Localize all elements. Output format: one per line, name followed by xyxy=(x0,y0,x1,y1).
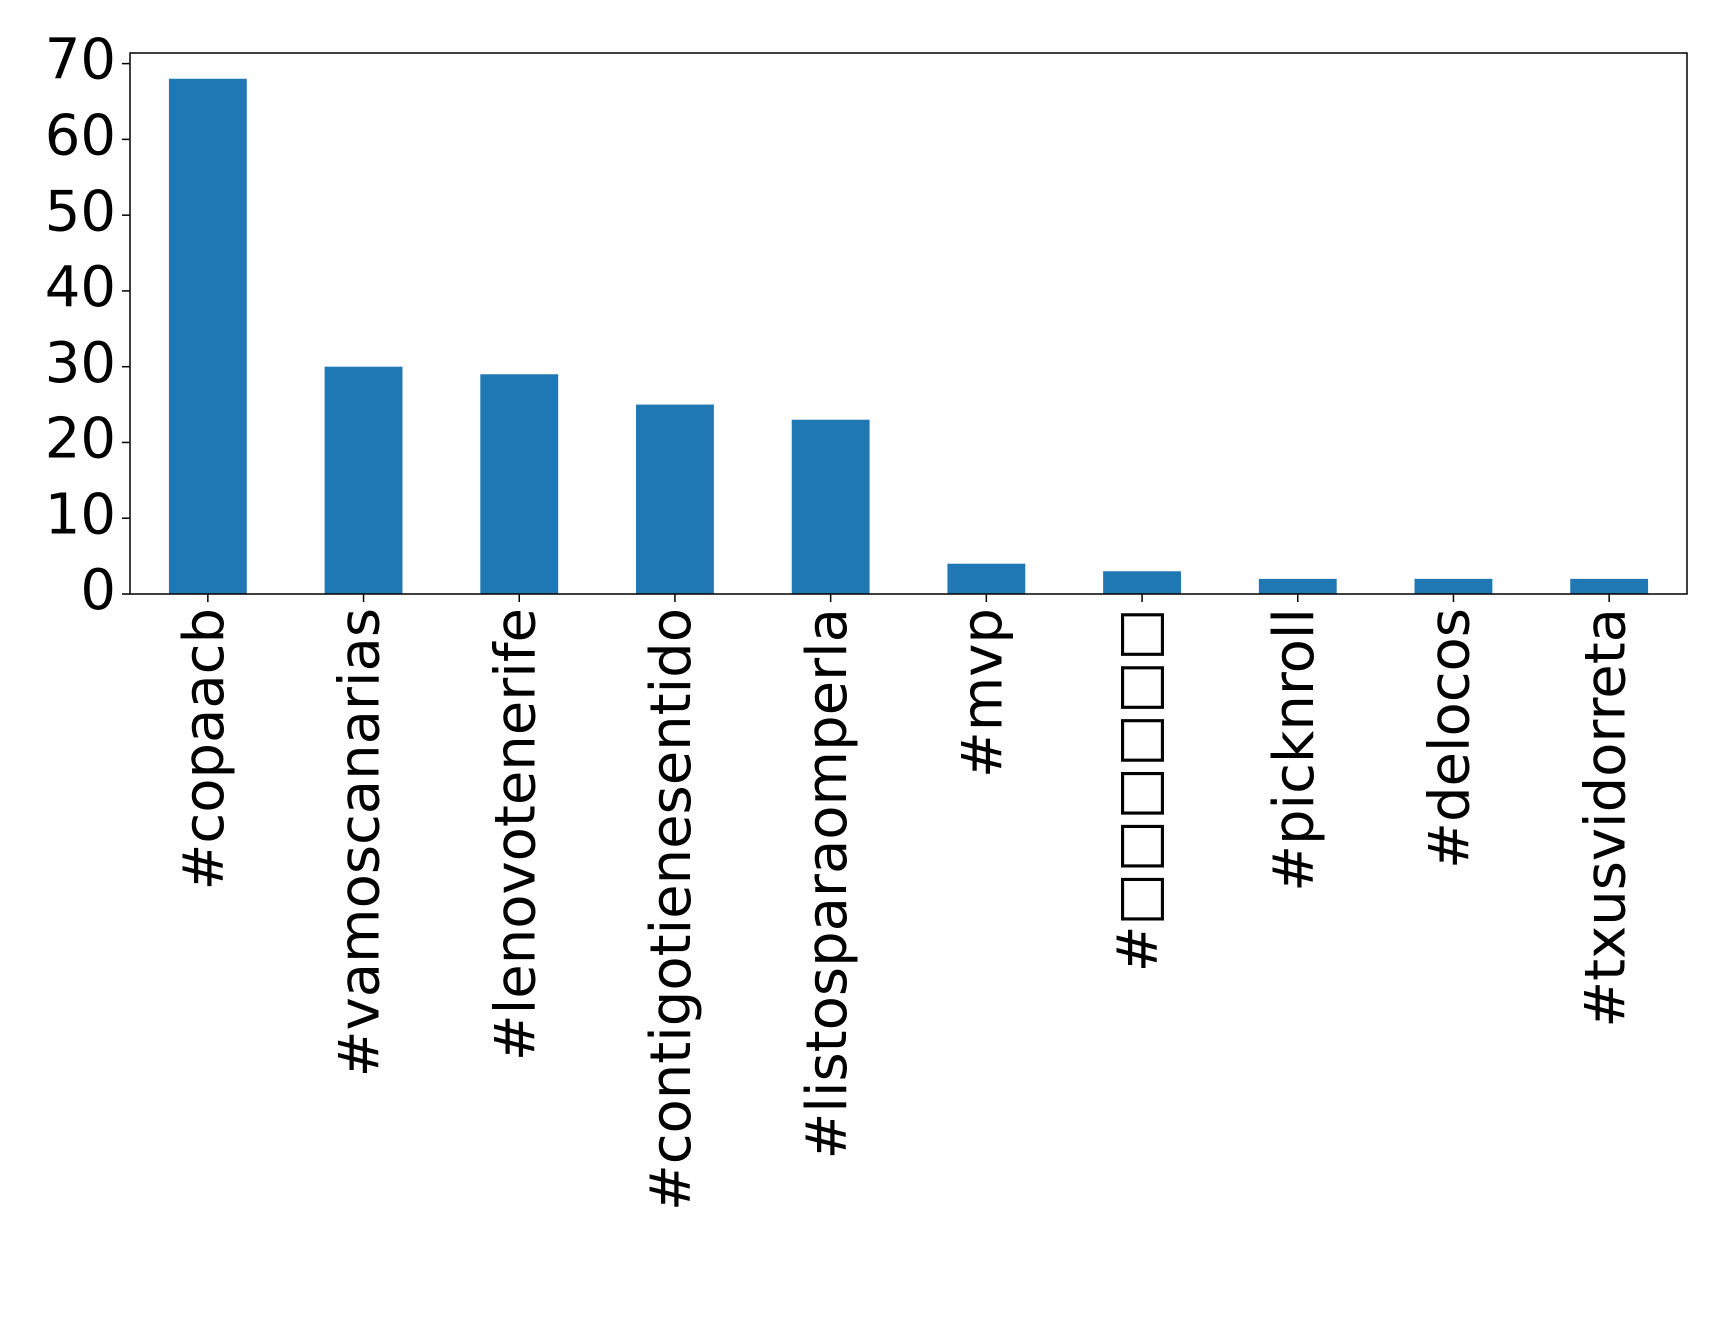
bar xyxy=(1103,571,1181,594)
x-tick-label: #delocos xyxy=(1418,608,1483,869)
y-tick-label: 30 xyxy=(45,331,116,396)
bar xyxy=(1570,578,1649,594)
bar xyxy=(636,404,714,594)
y-tick-label: 40 xyxy=(45,255,116,320)
bar xyxy=(791,419,870,594)
y-tick-label: 60 xyxy=(45,104,116,169)
x-tick-label: #txusvidorreta xyxy=(1573,608,1638,1028)
y-tick-label: 20 xyxy=(45,407,116,472)
x-tick-label: #□□□□□□ xyxy=(1106,608,1171,972)
x-tick-label: #listosparaomperla xyxy=(795,608,860,1160)
y-tick-label: 70 xyxy=(45,28,116,93)
x-tick-label: #contigotienesentido xyxy=(639,608,704,1211)
y-tick-label: 50 xyxy=(45,179,116,244)
x-tick-label: #vamoscanarias xyxy=(328,608,393,1077)
y-tick-label: 10 xyxy=(45,482,116,547)
plot-frame xyxy=(129,52,1688,595)
bar xyxy=(168,78,247,594)
x-tick-label: #lenovotenerife xyxy=(483,608,548,1061)
bar xyxy=(947,563,1026,594)
x-tick-label: #mvp xyxy=(950,608,1015,778)
bar xyxy=(324,366,403,594)
x-tick-label: #copaacb xyxy=(172,608,237,891)
bar xyxy=(480,374,559,594)
bar xyxy=(1258,578,1337,594)
x-tick-label: #picknroll xyxy=(1262,608,1327,892)
bar xyxy=(1414,578,1493,594)
y-tick-label: 0 xyxy=(80,558,116,623)
